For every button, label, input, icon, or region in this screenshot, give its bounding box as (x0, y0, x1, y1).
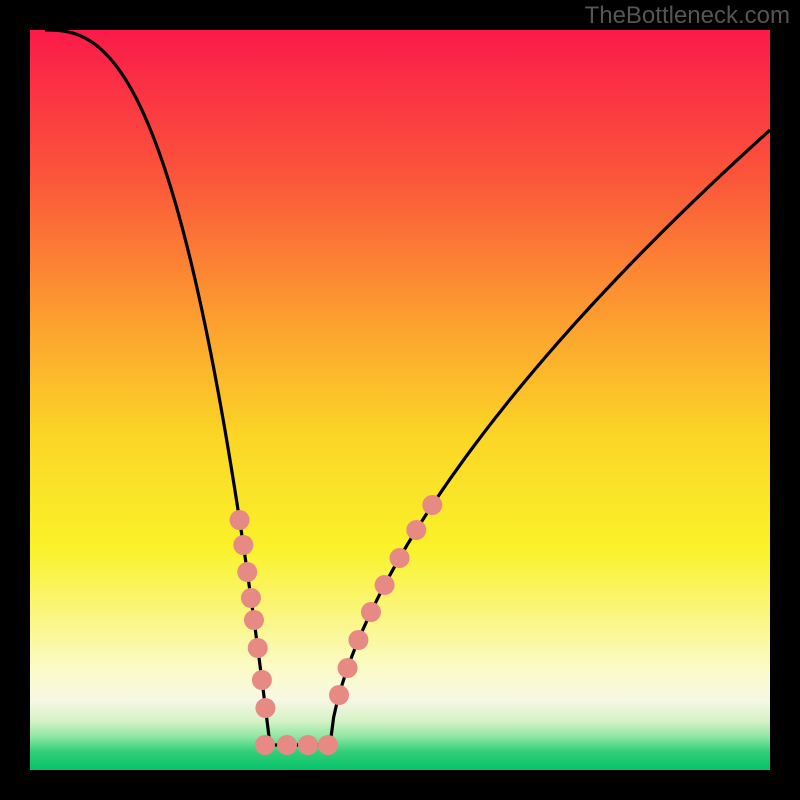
data-point (255, 735, 275, 755)
data-point (237, 562, 257, 582)
data-point (390, 548, 410, 568)
data-point (338, 658, 358, 678)
data-point (248, 638, 268, 658)
data-point (230, 510, 250, 530)
data-point (318, 735, 338, 755)
watermark-text: TheBottleneck.com (585, 2, 790, 30)
data-point (241, 588, 261, 608)
data-point (329, 685, 349, 705)
data-point (298, 735, 318, 755)
chart-plot-area (30, 30, 770, 770)
data-point (244, 610, 264, 630)
data-point (348, 630, 368, 650)
data-point (406, 520, 426, 540)
data-point (361, 602, 381, 622)
data-point (255, 698, 275, 718)
data-point (375, 575, 395, 595)
bottleneck-chart-svg (0, 0, 800, 800)
data-point (422, 495, 442, 515)
data-point (233, 535, 253, 555)
data-point (252, 670, 272, 690)
chart-frame: TheBottleneck.com (0, 0, 800, 800)
data-point (277, 735, 297, 755)
